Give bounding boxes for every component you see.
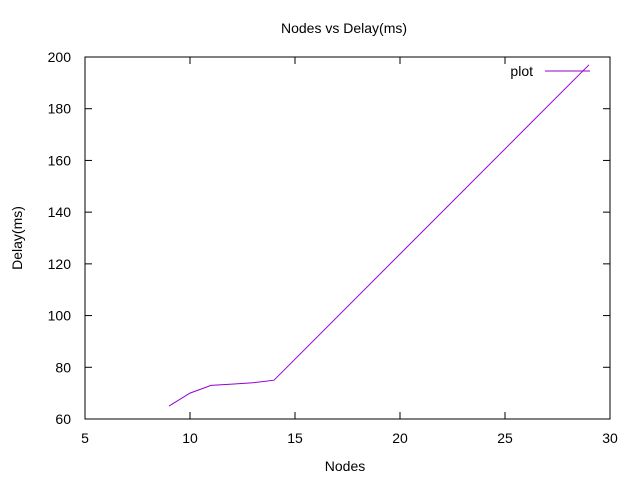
y-tick-label: 180: [48, 101, 72, 117]
x-axis: 5 10 15 20 25 30: [81, 57, 618, 446]
y-tick-label: 100: [48, 308, 72, 324]
y-tick-label: 200: [48, 49, 72, 65]
legend: plot: [510, 63, 590, 79]
y-tick-label: 120: [48, 256, 72, 272]
y-tick-label: 140: [48, 204, 72, 220]
y-axis: 60 80 100 120 140 160 180 200: [48, 49, 610, 427]
series-group: [168, 64, 590, 407]
x-tick-label: 25: [497, 430, 513, 446]
y-axis-label: Delay(ms): [9, 206, 25, 270]
x-tick-label: 30: [602, 430, 618, 446]
x-tick-label: 15: [287, 430, 303, 446]
x-axis-label: Nodes: [325, 458, 365, 474]
y-tick-label: 60: [55, 411, 71, 427]
x-tick-label: 10: [182, 430, 198, 446]
series-line: [168, 64, 590, 407]
legend-label: plot: [510, 63, 533, 79]
x-tick-label: 20: [392, 430, 408, 446]
x-tick-label: 5: [81, 430, 89, 446]
chart-title: Nodes vs Delay(ms): [281, 20, 407, 36]
y-tick-label: 80: [55, 359, 71, 375]
plot-area-frame: [84, 56, 611, 420]
y-tick-label: 160: [48, 152, 72, 168]
